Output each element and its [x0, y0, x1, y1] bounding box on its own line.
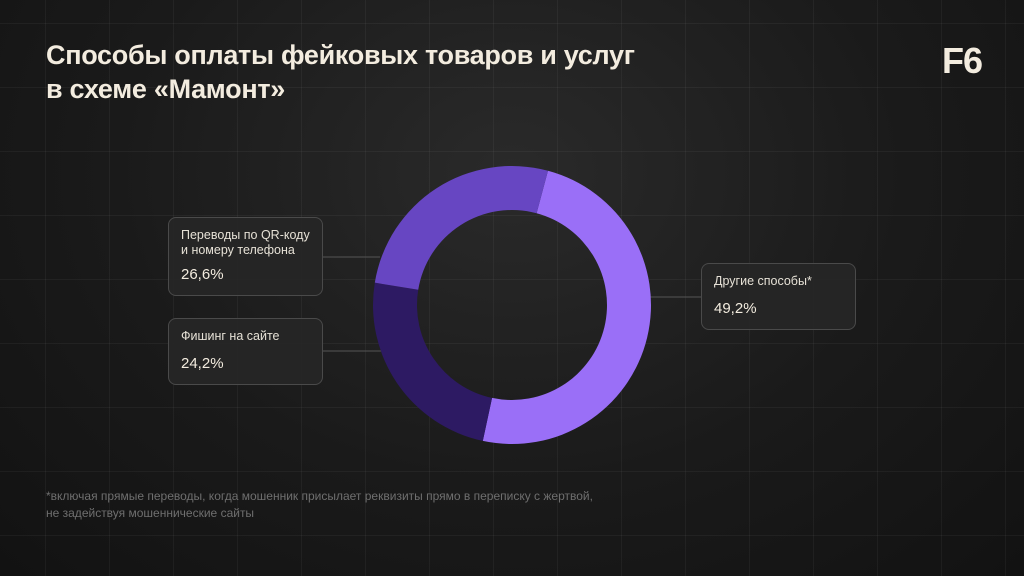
title-line-1: Способы оплаты фейковых товаров и услуг: [46, 40, 635, 70]
donut-slices: [373, 166, 652, 445]
donut-slice-qr-transfers: [374, 166, 548, 290]
legend-label-line: и номеру телефона: [181, 243, 295, 257]
legend-value-qr-transfers: 26,6%: [181, 266, 224, 283]
legend-label-line: Фишинг на сайте: [181, 329, 280, 343]
legend-label-qr-transfers: Переводы по QR-коду и номеру телефона: [181, 228, 310, 258]
footnote-line-1: *включая прямые переводы, когда мошенник…: [46, 489, 593, 503]
legend-label-line: Другие способы*: [714, 274, 812, 288]
title-line-2: в схеме «Мамонт»: [46, 74, 285, 104]
page-title: Способы оплаты фейковых товаров и услуг …: [46, 38, 666, 106]
connector-lines: [323, 256, 701, 352]
donut-slice-other-methods: [482, 170, 652, 445]
donut-slice-phishing: [373, 282, 493, 441]
legend-label-other-methods: Другие способы*: [714, 274, 843, 289]
legend-card-qr-transfers: Переводы по QR-коду и номеру телефона 26…: [168, 217, 323, 296]
legend-card-other-methods: Другие способы* 49,2%: [701, 263, 856, 330]
footnote-line-2: не задействуя мошеннические сайты: [46, 506, 255, 520]
brand-logo: F6: [941, 40, 983, 81]
legend-card-phishing: Фишинг на сайте 24,2%: [168, 318, 323, 385]
legend-value-other-methods: 49,2%: [714, 300, 757, 317]
legend-value-phishing: 24,2%: [181, 355, 224, 372]
footnote: *включая прямые переводы, когда мошенник…: [46, 488, 686, 522]
legend-label-phishing: Фишинг на сайте: [181, 329, 310, 344]
legend-label-line: Переводы по QR-коду: [181, 228, 310, 242]
